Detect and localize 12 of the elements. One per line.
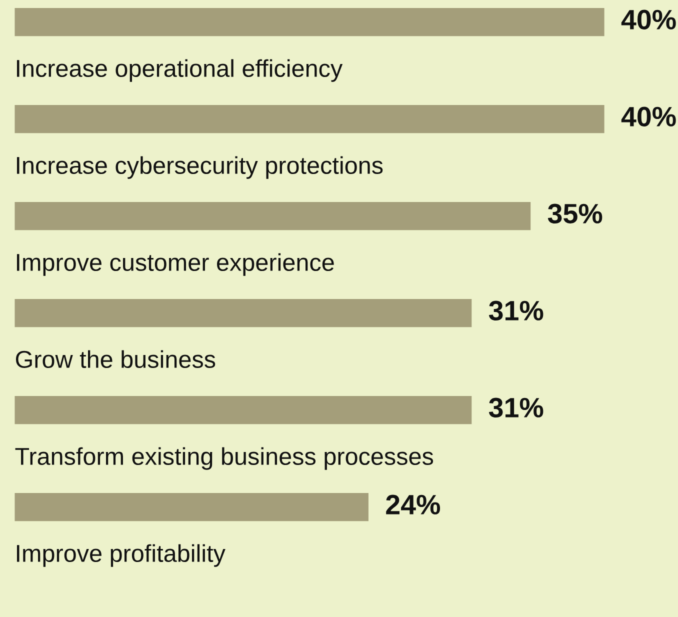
data-label: 31% <box>488 300 544 321</box>
y-tick-label: Grow the business <box>16 350 216 368</box>
y-tick-label: Increase cybersecurity protections <box>16 156 383 179</box>
y-tick-label: Improve customer experience <box>16 253 334 276</box>
data-label: 31% <box>488 398 544 418</box>
data-label: 40% <box>621 106 676 126</box>
data-label: 40% <box>621 10 676 30</box>
y-tick-label: Increase operational efficiency <box>16 59 343 82</box>
data-label: 24% <box>386 494 440 514</box>
data-label: 35% <box>548 204 602 224</box>
y-tick-label: Transform existing business processes <box>15 447 434 470</box>
y-tick-label: Improve profitability <box>16 544 226 567</box>
